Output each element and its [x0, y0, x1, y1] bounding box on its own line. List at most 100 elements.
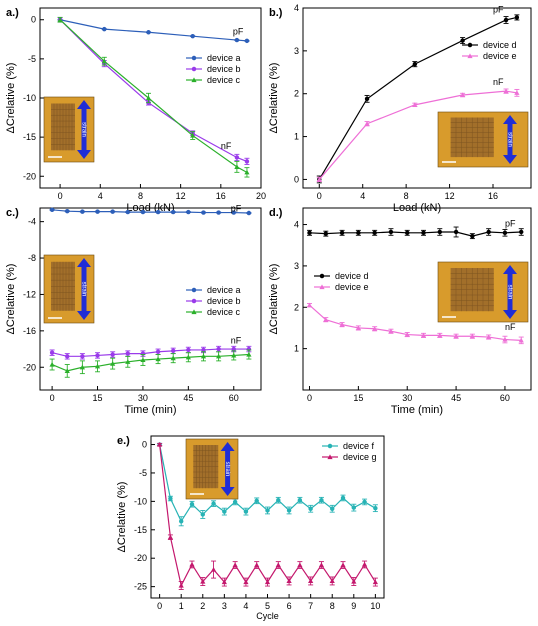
data-point [231, 352, 237, 358]
data-point [421, 230, 426, 236]
data-point [243, 579, 249, 585]
data-point [200, 578, 206, 584]
data-point [244, 169, 250, 175]
data-point [102, 26, 107, 32]
data-point [125, 359, 131, 364]
series-device-c [57, 16, 250, 178]
data-point [140, 357, 146, 363]
data-point [276, 498, 281, 503]
chart-panel-5: 0 1 2 3 4 5 6 7 8 9 10 0 -5 -10 -15 -20 -25 e.) Cycle ΔCrel… [116, 435, 385, 621]
x-tick-label: 12 [445, 191, 455, 201]
x-axis-label: Cycle [256, 611, 279, 621]
data-point [351, 578, 357, 584]
series-device-a [49, 207, 252, 216]
x-tick-label: 6 [287, 601, 292, 611]
data-point [80, 354, 85, 359]
series-line [51, 348, 249, 357]
data-point [254, 498, 259, 504]
data-point [467, 53, 473, 59]
y-tick-label: 0 [31, 15, 36, 25]
data-point [125, 351, 131, 356]
data-point [216, 210, 221, 215]
series-device-f [157, 442, 378, 527]
x-tick-label: 1 [179, 601, 184, 611]
annotation-label: pF [231, 204, 242, 214]
data-point [178, 582, 184, 588]
strain-arrow-head [77, 100, 91, 109]
series-line [52, 209, 249, 214]
data-point [191, 77, 197, 83]
data-point [101, 58, 107, 64]
x-tick-label: 7 [308, 601, 313, 611]
legend-entry: device d [335, 271, 369, 281]
legend-entry: device a [207, 53, 241, 63]
legend-entry: device c [207, 75, 241, 85]
data-point [64, 368, 70, 373]
data-point [157, 441, 163, 447]
annotation-label: nF [493, 77, 504, 87]
y-tick-label: 1 [294, 344, 299, 354]
plot-frame [302, 207, 532, 391]
strain-label: strain [506, 285, 512, 300]
x-tick-label: 4 [360, 191, 365, 201]
data-point [437, 332, 443, 338]
data-point [170, 209, 176, 215]
legend-entry: device b [207, 296, 241, 306]
data-point [502, 336, 508, 342]
data-point [65, 208, 70, 214]
y-tick-label: 4 [294, 3, 299, 13]
data-point [234, 164, 240, 169]
data-point [170, 348, 176, 354]
data-point [372, 579, 378, 585]
data-point [185, 354, 191, 360]
data-point [190, 33, 195, 39]
data-point [211, 501, 216, 506]
annotation-label: pF [505, 219, 516, 229]
y-tick-label: 3 [294, 46, 299, 56]
x-tick-label: 5 [265, 601, 270, 611]
y-tick-label: -20 [134, 553, 147, 563]
data-point [216, 353, 222, 359]
series-device-e [306, 302, 524, 345]
series-line [309, 304, 522, 341]
data-point [319, 498, 324, 503]
x-tick-label: 30 [402, 393, 412, 403]
plot-frame [39, 207, 262, 391]
annotation-label: pF [493, 4, 504, 14]
series-line [309, 231, 522, 237]
data-point [404, 331, 410, 337]
series-device-c [49, 349, 252, 378]
strain-arrow-head [503, 310, 517, 319]
strain-label: strain [80, 122, 86, 137]
data-point [319, 273, 325, 279]
data-point [186, 347, 191, 353]
data-point [307, 230, 312, 236]
series-device-d [307, 226, 524, 240]
data-point [503, 88, 509, 94]
y-tick-label: 2 [294, 89, 299, 99]
data-point [323, 231, 329, 236]
strain-arrow-head [503, 265, 517, 274]
annotation-label: nF [231, 336, 242, 346]
x-tick-label: 10 [370, 601, 380, 611]
data-point [519, 229, 524, 235]
x-tick-label: 0 [157, 601, 162, 611]
data-point [155, 209, 161, 215]
x-tick-label: 16 [216, 191, 226, 201]
data-point [110, 352, 115, 357]
panel-label: b.) [269, 7, 283, 19]
data-point [275, 562, 281, 568]
y-tick-label: -15 [23, 132, 36, 142]
y-tick-label: 3 [294, 261, 299, 271]
plot-frame [302, 7, 532, 189]
x-tick-label: 0 [317, 191, 322, 201]
data-point [222, 509, 227, 514]
data-point [405, 230, 410, 236]
x-tick-label: 20 [256, 191, 266, 201]
data-point [388, 328, 394, 334]
data-point [49, 361, 55, 367]
data-point [234, 37, 240, 43]
data-point [49, 207, 55, 213]
x-tick-label: 30 [138, 393, 148, 403]
